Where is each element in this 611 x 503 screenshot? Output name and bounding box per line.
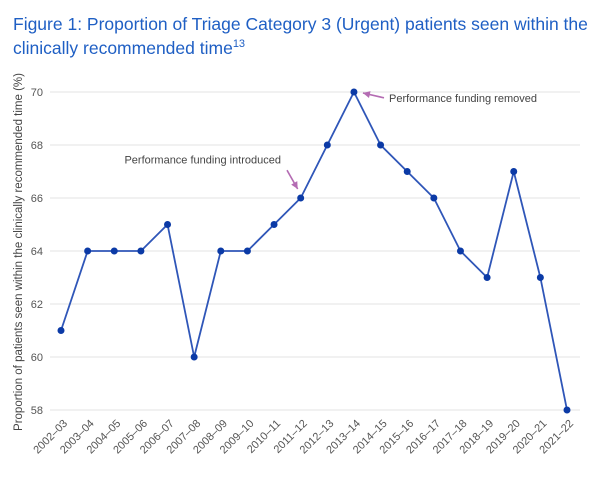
series-line [60, 91, 568, 411]
y-axis-ticks: 58 60 62 64 66 68 70 [31, 87, 43, 417]
x-axis-ticks: 2002–032003–042004–052005–062006–072007–… [31, 418, 576, 457]
data-series [57, 88, 571, 414]
gridlines [50, 91, 580, 411]
y-axis-label: Proportion of patients seen within the c… [13, 73, 25, 431]
y-tick-label: 60 [31, 352, 43, 364]
y-tick-label: 68 [31, 140, 43, 152]
data-point [323, 141, 331, 149]
y-tick-label: 70 [31, 87, 43, 99]
data-point [57, 327, 65, 334]
y-tick-label: 62 [31, 299, 43, 311]
annotation-label: Performance funding introduced [124, 155, 281, 167]
y-tick-label: 58 [31, 405, 43, 417]
annotations: Performance funding introduced Performanc… [124, 91, 537, 190]
figure-title-superscript: 13 [232, 38, 246, 51]
data-point [190, 353, 198, 361]
figure-title: Figure 1: Proportion of Triage Category … [13, 12, 603, 60]
data-point [377, 141, 385, 149]
y-tick-label: 66 [31, 193, 43, 205]
annotation-arrow-head [362, 91, 371, 98]
data-point [350, 88, 358, 96]
figure-title-text: Figure 1: Proportion of Triage Category … [13, 14, 588, 58]
data-point [563, 406, 571, 414]
data-point [110, 247, 118, 255]
data-point [217, 247, 225, 255]
annotation-arrow-head [291, 181, 298, 189]
annotation-label: Performance funding removed [389, 93, 537, 105]
data-point [137, 247, 145, 255]
data-point [164, 221, 172, 228]
data-point [84, 247, 92, 255]
data-point [270, 221, 278, 228]
data-point [243, 247, 251, 255]
data-point [536, 274, 544, 281]
data-point [510, 168, 518, 175]
data-point [483, 274, 491, 281]
y-tick-label: 64 [31, 246, 43, 258]
data-point [297, 194, 305, 202]
data-point [456, 247, 464, 255]
data-point [403, 168, 411, 175]
data-point [430, 194, 438, 202]
